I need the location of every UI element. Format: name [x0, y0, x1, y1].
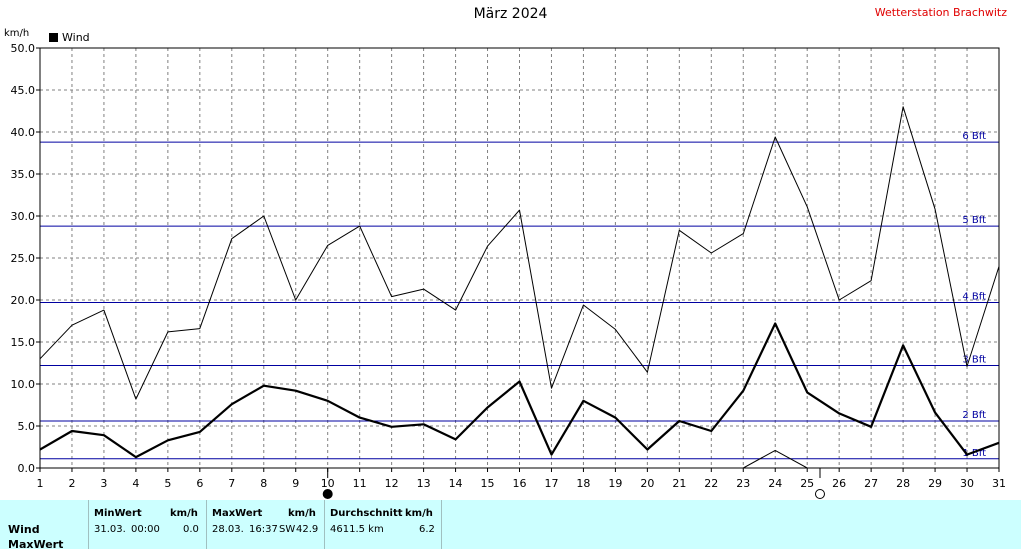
station-name: Wetterstation Brachwitz: [874, 6, 1007, 19]
min-value: 0.0: [183, 524, 199, 535]
beaufort-label: 1 Bft: [962, 448, 986, 459]
x-tick-label: 26: [832, 477, 846, 490]
x-tick-label: 25: [800, 477, 814, 490]
y-tick-label: 30.0: [11, 210, 36, 223]
beaufort-label: 4 Bft: [962, 292, 986, 303]
min-header: MinWert: [94, 508, 142, 519]
x-tick-label: 13: [417, 477, 431, 490]
x-tick-label: 24: [768, 477, 782, 490]
max-value: 42.9: [296, 524, 319, 535]
max-unit: km/h: [288, 508, 316, 519]
x-tick-label: 4: [132, 477, 139, 490]
x-tick-label: 16: [513, 477, 527, 490]
x-tick-label: 20: [640, 477, 654, 490]
max-date: 28.03.: [212, 524, 244, 535]
x-tick-label: 23: [736, 477, 750, 490]
row-label-wind: Wind: [8, 523, 40, 536]
x-tick-label: 27: [864, 477, 878, 490]
y-tick-label: 15.0: [11, 336, 36, 349]
x-tick-label: 17: [544, 477, 558, 490]
x-tick-label: 1: [37, 477, 44, 490]
beaufort-label: 5 Bft: [962, 215, 986, 226]
y-tick-label: 0.0: [18, 462, 36, 475]
y-tick-label: 5.0: [18, 420, 36, 433]
y-tick-label: 25.0: [11, 252, 36, 265]
x-tick-label: 14: [449, 477, 463, 490]
x-tick-label: 22: [704, 477, 718, 490]
info-separator: [441, 500, 442, 549]
x-tick-label: 12: [385, 477, 399, 490]
avg-header: Durchschnitt: [330, 508, 403, 519]
x-tick-label: 7: [228, 477, 235, 490]
avg-value: 6.2: [419, 524, 435, 535]
min-time: 00:00: [131, 524, 160, 535]
x-tick-label: 6: [196, 477, 203, 490]
avg-distance: 4611.5 km: [330, 524, 384, 535]
x-tick-label: 9: [292, 477, 299, 490]
x-tick-label: 18: [576, 477, 590, 490]
new-moon-icon: [322, 489, 333, 499]
y-tick-label: 35.0: [11, 168, 36, 181]
beaufort-label: 3 Bft: [962, 355, 986, 366]
x-tick-label: 29: [928, 477, 942, 490]
x-tick-label: 21: [672, 477, 686, 490]
y-tick-label: 40.0: [11, 126, 36, 139]
y-axis-unit: km/h: [4, 28, 30, 39]
chart-title: März 2024: [473, 6, 548, 22]
row-label-maxwert: MaxWert: [8, 538, 64, 549]
wind-chart: 1 Bft 2 Bft 3 Bft 4 Bft 5 Bft 6 Bft 0.0 5.0 10.0…: [11, 42, 1006, 499]
beaufort-label: 6 Bft: [962, 131, 986, 142]
full-moon-icon: [814, 489, 825, 499]
y-tick-label: 50.0: [11, 42, 36, 55]
x-tick-label: 8: [260, 477, 267, 490]
max-time: 16:37: [249, 524, 278, 535]
x-tick-label: 3: [100, 477, 107, 490]
avg-unit: km/h: [405, 508, 433, 519]
y-tick-label: 10.0: [11, 378, 36, 391]
y-tick-label: 45.0: [11, 84, 36, 97]
x-tick-label: 30: [960, 477, 974, 490]
y-tick-label: 20.0: [11, 294, 36, 307]
x-tick-label: 19: [608, 477, 622, 490]
x-tick-label: 11: [353, 477, 367, 490]
max-header: MaxWert: [212, 508, 263, 519]
info-separator: [88, 500, 89, 549]
x-tick-label: 15: [481, 477, 495, 490]
legend-label: Wind: [62, 31, 90, 44]
x-tick-label: 31: [992, 477, 1006, 490]
beaufort-label: 2 Bft: [962, 410, 986, 421]
info-panel: Wind MaxWert MinWert km/h 31.03. 00:00 0…: [0, 500, 1021, 549]
legend: Wind: [49, 31, 90, 44]
series-line-average: [40, 322, 999, 459]
max-direction: SW: [279, 524, 296, 535]
info-separator: [206, 500, 207, 549]
series-line-maximum: [40, 106, 999, 400]
legend-swatch: [49, 33, 58, 42]
min-unit: km/h: [170, 508, 198, 519]
x-tick-label: 10: [321, 477, 335, 490]
x-tick-label: 5: [164, 477, 171, 490]
info-separator: [324, 500, 325, 549]
x-tick-label: 2: [68, 477, 75, 490]
x-tick-label: 28: [896, 477, 910, 490]
min-date: 31.03.: [94, 524, 126, 535]
